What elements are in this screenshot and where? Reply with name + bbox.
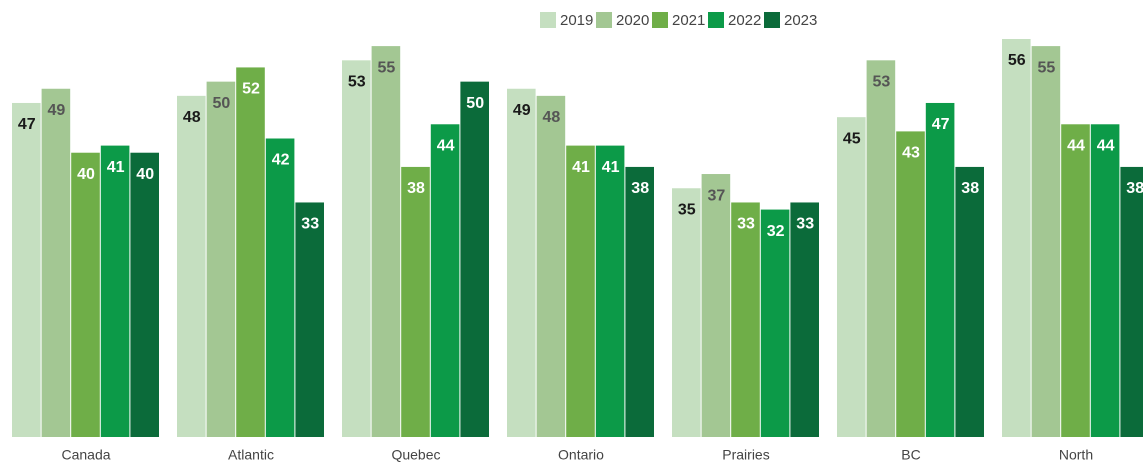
data-label: 47 <box>932 116 950 133</box>
legend-swatch <box>596 12 612 28</box>
x-tick-label: Canada <box>61 447 110 463</box>
legend-label: 2022 <box>728 12 761 29</box>
bar <box>837 117 866 437</box>
legend-swatch <box>764 12 780 28</box>
data-label: 41 <box>602 159 620 176</box>
data-label: 45 <box>843 130 861 147</box>
legend-swatch <box>652 12 668 28</box>
bar <box>1090 124 1120 438</box>
data-label: 55 <box>1038 59 1056 76</box>
bar <box>460 81 489 438</box>
data-label: 40 <box>77 166 95 183</box>
data-label: 38 <box>407 180 425 197</box>
data-label: 42 <box>272 152 290 169</box>
bar <box>430 124 460 438</box>
bar <box>71 152 100 437</box>
data-label: 33 <box>737 216 755 233</box>
legend-label: 2020 <box>616 12 649 29</box>
data-label: 55 <box>378 59 396 76</box>
data-label: 53 <box>348 74 366 91</box>
bar <box>672 188 701 437</box>
data-label: 38 <box>961 180 979 197</box>
bar <box>866 60 896 437</box>
data-label: 48 <box>183 109 201 126</box>
data-label: 38 <box>1126 180 1143 197</box>
data-label: 50 <box>466 95 484 112</box>
bar <box>12 102 41 437</box>
bar <box>760 209 790 437</box>
bar <box>177 95 206 437</box>
bar <box>401 166 430 437</box>
legend-label: 2023 <box>784 12 817 29</box>
data-label: 41 <box>572 159 590 176</box>
bar <box>206 81 236 438</box>
data-label: 47 <box>18 116 36 133</box>
bar <box>566 145 595 437</box>
bar <box>265 138 295 437</box>
x-tick-label: Quebec <box>391 447 440 463</box>
bar <box>955 166 984 437</box>
bar <box>507 88 536 437</box>
bar <box>342 60 371 437</box>
bar <box>595 145 625 437</box>
x-tick-label: Ontario <box>558 447 604 463</box>
data-label: 49 <box>513 102 531 119</box>
data-label: 48 <box>543 109 561 126</box>
legend-swatch <box>708 12 724 28</box>
bar <box>701 174 731 438</box>
data-label: 44 <box>437 138 455 155</box>
data-label: 50 <box>213 95 231 112</box>
bar <box>371 46 401 437</box>
data-label: 43 <box>902 145 920 162</box>
data-label: 37 <box>708 187 726 204</box>
bar <box>236 67 265 437</box>
data-label: 40 <box>136 166 154 183</box>
bar <box>130 152 159 437</box>
bar <box>536 95 566 437</box>
x-tick-label: North <box>1059 447 1093 463</box>
bar <box>925 102 955 437</box>
data-label: 33 <box>301 216 319 233</box>
data-label: 49 <box>48 102 66 119</box>
legend-label: 2021 <box>672 12 705 29</box>
data-label: 35 <box>678 201 696 218</box>
bar <box>41 88 71 437</box>
data-label: 44 <box>1067 138 1085 155</box>
data-label: 41 <box>107 159 125 176</box>
data-label: 38 <box>631 180 649 197</box>
legend-label: 2019 <box>560 12 593 29</box>
x-tick-label: Atlantic <box>228 447 274 463</box>
data-label: 53 <box>873 74 891 91</box>
x-tick-label: Prairies <box>722 447 769 463</box>
bar <box>1120 166 1143 437</box>
bar <box>100 145 130 437</box>
bar <box>896 131 925 437</box>
bar <box>1002 39 1031 437</box>
bar <box>790 202 819 437</box>
data-label: 32 <box>767 223 785 240</box>
bar <box>625 166 654 437</box>
data-label: 44 <box>1097 138 1115 155</box>
data-label: 56 <box>1008 52 1026 69</box>
bar <box>731 202 760 437</box>
legend-swatch <box>540 12 556 28</box>
x-tick-label: BC <box>901 447 920 463</box>
bar <box>1031 46 1061 437</box>
data-label: 33 <box>796 216 814 233</box>
bar <box>295 202 324 437</box>
data-label: 52 <box>242 81 260 98</box>
bar <box>1061 124 1090 438</box>
